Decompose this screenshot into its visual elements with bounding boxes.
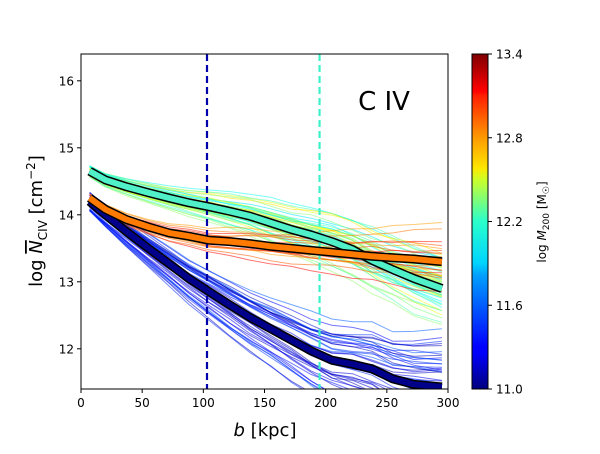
colorbar-tick-label: 12.2	[496, 215, 523, 229]
svg-text:log NCIV [cm−2]: log NCIV [cm−2]	[24, 155, 50, 287]
profile-line	[89, 196, 442, 345]
y-axis-label: log NCIV [cm−2]	[24, 155, 50, 287]
y-tick-label: 15	[59, 141, 74, 155]
x-tick-label: 250	[375, 396, 398, 410]
profile-line	[89, 201, 442, 279]
profile-line	[89, 208, 381, 389]
profile-line	[89, 206, 326, 389]
colorbar-tick-label: 11.0	[496, 383, 523, 397]
y-tick-label: 16	[59, 74, 74, 88]
profile-line	[89, 166, 443, 259]
y-tick-label: 13	[59, 275, 74, 289]
profile-line	[89, 210, 323, 389]
profile-line	[89, 165, 443, 279]
x-axis-ticks: 0 50 100 150 200 250 300	[77, 389, 459, 410]
colorbar-ticks: 11.0 11.6 12.2 12.8 13.4	[488, 48, 523, 397]
x-axis-label: b [kpc]	[234, 420, 297, 441]
x-tick-label: 0	[77, 396, 85, 410]
profile-line	[89, 174, 443, 312]
x-tick-label: 200	[314, 396, 337, 410]
median-line	[88, 168, 443, 292]
profile-line	[89, 194, 442, 373]
x-tick-label: 100	[192, 396, 215, 410]
profile-line	[89, 193, 442, 234]
reference-lines	[205, 54, 321, 389]
median-line	[87, 199, 443, 389]
profile-line	[89, 166, 443, 267]
y-axis-ticks: 12 13 14 15 16	[59, 74, 81, 356]
colorbar-tick-label: 12.8	[496, 131, 523, 145]
profile-line	[89, 208, 365, 389]
profile-line	[89, 210, 304, 389]
profile-line	[89, 176, 443, 326]
profile-line	[89, 200, 442, 347]
colorbar-label: log M200 [M☉]	[535, 181, 552, 262]
colorbar	[471, 53, 489, 390]
svg-text:log M200 [M☉]: log M200 [M☉]	[535, 181, 552, 262]
colorbar-tick-label: 13.4	[496, 48, 523, 62]
ion-annotation: C IV	[358, 87, 410, 117]
profile-line	[89, 209, 351, 389]
median-profiles	[86, 167, 444, 389]
profile-line	[89, 202, 387, 389]
colorbar-tick-label: 11.6	[496, 299, 523, 313]
x-tick-label: 50	[135, 396, 150, 410]
y-tick-label: 12	[59, 342, 74, 356]
profile-line	[89, 175, 443, 306]
profile-line	[89, 176, 443, 312]
x-tick-label: 150	[253, 396, 276, 410]
profile-line	[89, 193, 442, 237]
x-tick-label: 300	[437, 396, 460, 410]
median-line	[87, 195, 443, 265]
y-tick-label: 14	[59, 208, 74, 222]
